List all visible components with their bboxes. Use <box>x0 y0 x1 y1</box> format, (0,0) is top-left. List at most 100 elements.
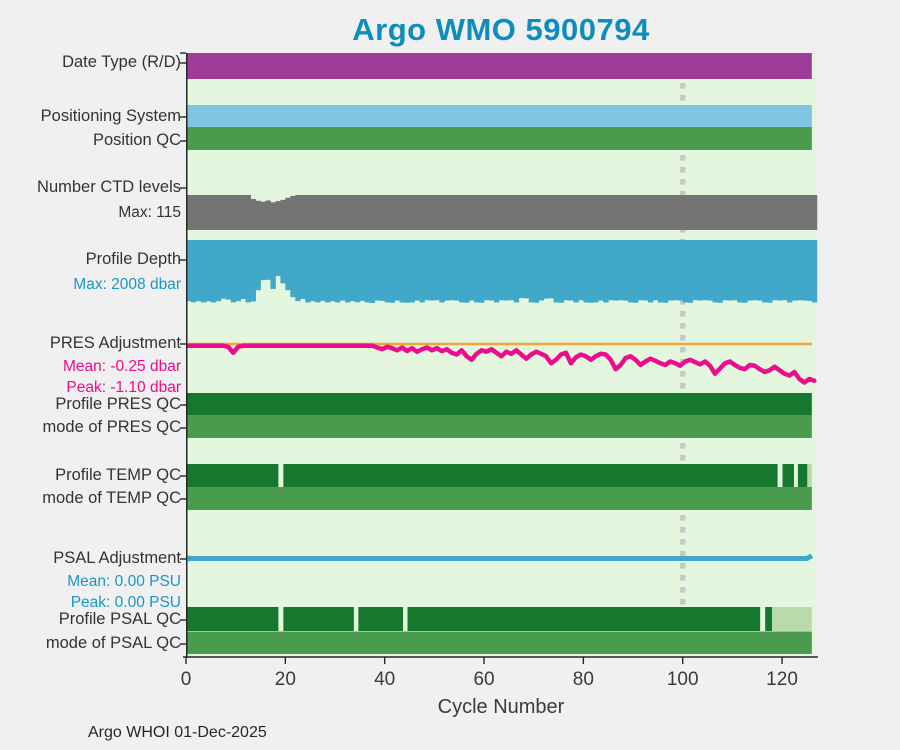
ctd-levels-bar <box>195 195 202 230</box>
profile-depth-bar <box>498 240 505 301</box>
ctd-levels-bar <box>414 195 420 230</box>
ctd-levels-bar <box>772 195 778 230</box>
profile-depth-bar <box>399 240 405 303</box>
row-label: Profile Depth <box>85 249 181 268</box>
ctd-levels-bar <box>717 195 723 230</box>
profile-depth-bar <box>657 240 664 303</box>
ctd-levels-bar <box>518 195 525 230</box>
ctd-levels-bar <box>409 195 415 230</box>
ctd-levels-bar <box>702 195 708 230</box>
ctd-levels-bar <box>583 195 589 230</box>
profile-depth-bar <box>722 240 728 301</box>
profile-depth-bar <box>195 240 202 302</box>
profile-depth-bar <box>752 240 758 301</box>
ctd-levels-bar <box>349 195 356 230</box>
profile-depth-bar <box>772 240 778 301</box>
bar-profile-temp-qc <box>797 464 808 487</box>
ctd-levels-bar <box>190 195 197 230</box>
ctd-levels-bar <box>354 195 361 230</box>
ctd-levels-bar <box>394 195 400 230</box>
bar-profile-psal-qc <box>283 607 354 631</box>
profile-depth-bar <box>330 240 336 302</box>
ctd-levels-bar <box>578 195 584 230</box>
ctd-levels-bar <box>548 195 554 230</box>
ctd-levels-bar <box>250 198 256 230</box>
ctd-levels-bar <box>484 195 490 230</box>
ctd-levels-bar <box>498 195 505 230</box>
ctd-levels-bar <box>608 195 614 230</box>
ctd-levels-bar <box>806 195 813 230</box>
bar-profile-psal-qc <box>772 607 812 631</box>
profile-depth-bar <box>205 240 212 302</box>
ctd-levels-bar <box>672 195 679 230</box>
ctd-levels-bar <box>255 200 261 230</box>
bar-profile-temp-qc <box>807 464 812 487</box>
ctd-levels-bar <box>290 195 296 230</box>
row-label: Positioning System <box>40 106 181 125</box>
profile-depth-bar <box>578 240 584 301</box>
ctd-levels-bar <box>344 195 351 230</box>
ctd-levels-bar <box>240 195 247 230</box>
ctd-levels-bar <box>528 195 535 230</box>
profile-depth-bar <box>295 240 301 302</box>
ctd-levels-bar <box>488 195 495 230</box>
footer-credit: Argo WHOI 01-Dec-2025 <box>88 724 267 741</box>
ctd-levels-bar <box>429 195 435 230</box>
ctd-levels-bar <box>603 195 609 230</box>
profile-depth-bar <box>697 240 703 301</box>
page-title: Argo WMO 5900794 <box>352 12 650 47</box>
psal-adjustment-line <box>188 553 814 561</box>
ctd-levels-bar <box>777 195 783 230</box>
ctd-levels-bar <box>210 195 217 230</box>
profile-depth-bar <box>245 240 251 303</box>
profile-depth-bar <box>449 240 455 301</box>
profile-depth-bar <box>637 240 644 301</box>
profile-depth-bar <box>190 240 197 303</box>
profile-depth-bar <box>782 240 788 301</box>
ctd-levels-bar <box>628 195 634 230</box>
ctd-levels-bar <box>652 195 659 230</box>
ctd-levels-bar <box>513 195 520 230</box>
profile-depth-bar <box>732 240 738 301</box>
profile-depth-bar <box>260 240 266 281</box>
ctd-levels-bar <box>205 195 212 230</box>
bar-profile-psal-qc <box>765 607 773 631</box>
row-label-column: Date Type (R/D) Positioning System Positio… <box>0 0 181 700</box>
ctd-levels-bar <box>662 195 669 230</box>
bar-profile-temp-qc <box>186 464 279 487</box>
profile-depth-bar <box>424 240 430 301</box>
row-label: PRES Adjustment <box>49 333 181 352</box>
profile-depth-bar <box>583 240 589 303</box>
ctd-levels-bar <box>787 195 793 230</box>
ctd-levels-bar <box>230 195 237 230</box>
ctd-levels-bar <box>200 195 207 230</box>
ctd-levels-bar <box>449 195 455 230</box>
ctd-levels-bar <box>444 195 450 230</box>
profile-depth-bar <box>186 240 192 302</box>
ctd-levels-bar <box>295 195 301 230</box>
ctd-levels-bar <box>762 195 768 230</box>
row-label: Number CTD levels <box>37 177 181 196</box>
profile-depth-bar <box>439 240 445 303</box>
ctd-levels-bar <box>419 195 425 230</box>
profile-depth-bar <box>727 240 733 301</box>
bar-date-type <box>186 53 812 79</box>
ctd-levels-bar <box>558 195 564 230</box>
profile-depth-bar <box>479 240 485 303</box>
profile-depth-bar <box>672 240 679 301</box>
profile-depth-bar <box>633 240 639 303</box>
row-label: mode of PSAL QC <box>45 633 181 652</box>
profile-depth-bar <box>344 240 351 303</box>
ctd-levels-bar <box>479 195 485 230</box>
profile-depth-bar <box>285 240 291 291</box>
profile-depth-bar <box>563 240 569 301</box>
row-label: Date Type (R/D) <box>62 52 181 71</box>
profile-depth-bar <box>717 240 723 303</box>
ctd-levels-bar <box>335 195 341 230</box>
row-label: Mean: -0.25 dbar <box>62 358 181 376</box>
profile-depth-bar <box>215 240 222 302</box>
bar-profile-psal-qc <box>358 607 404 631</box>
profile-depth-bar <box>488 240 495 301</box>
bar-mode-psal-qc <box>186 631 812 654</box>
